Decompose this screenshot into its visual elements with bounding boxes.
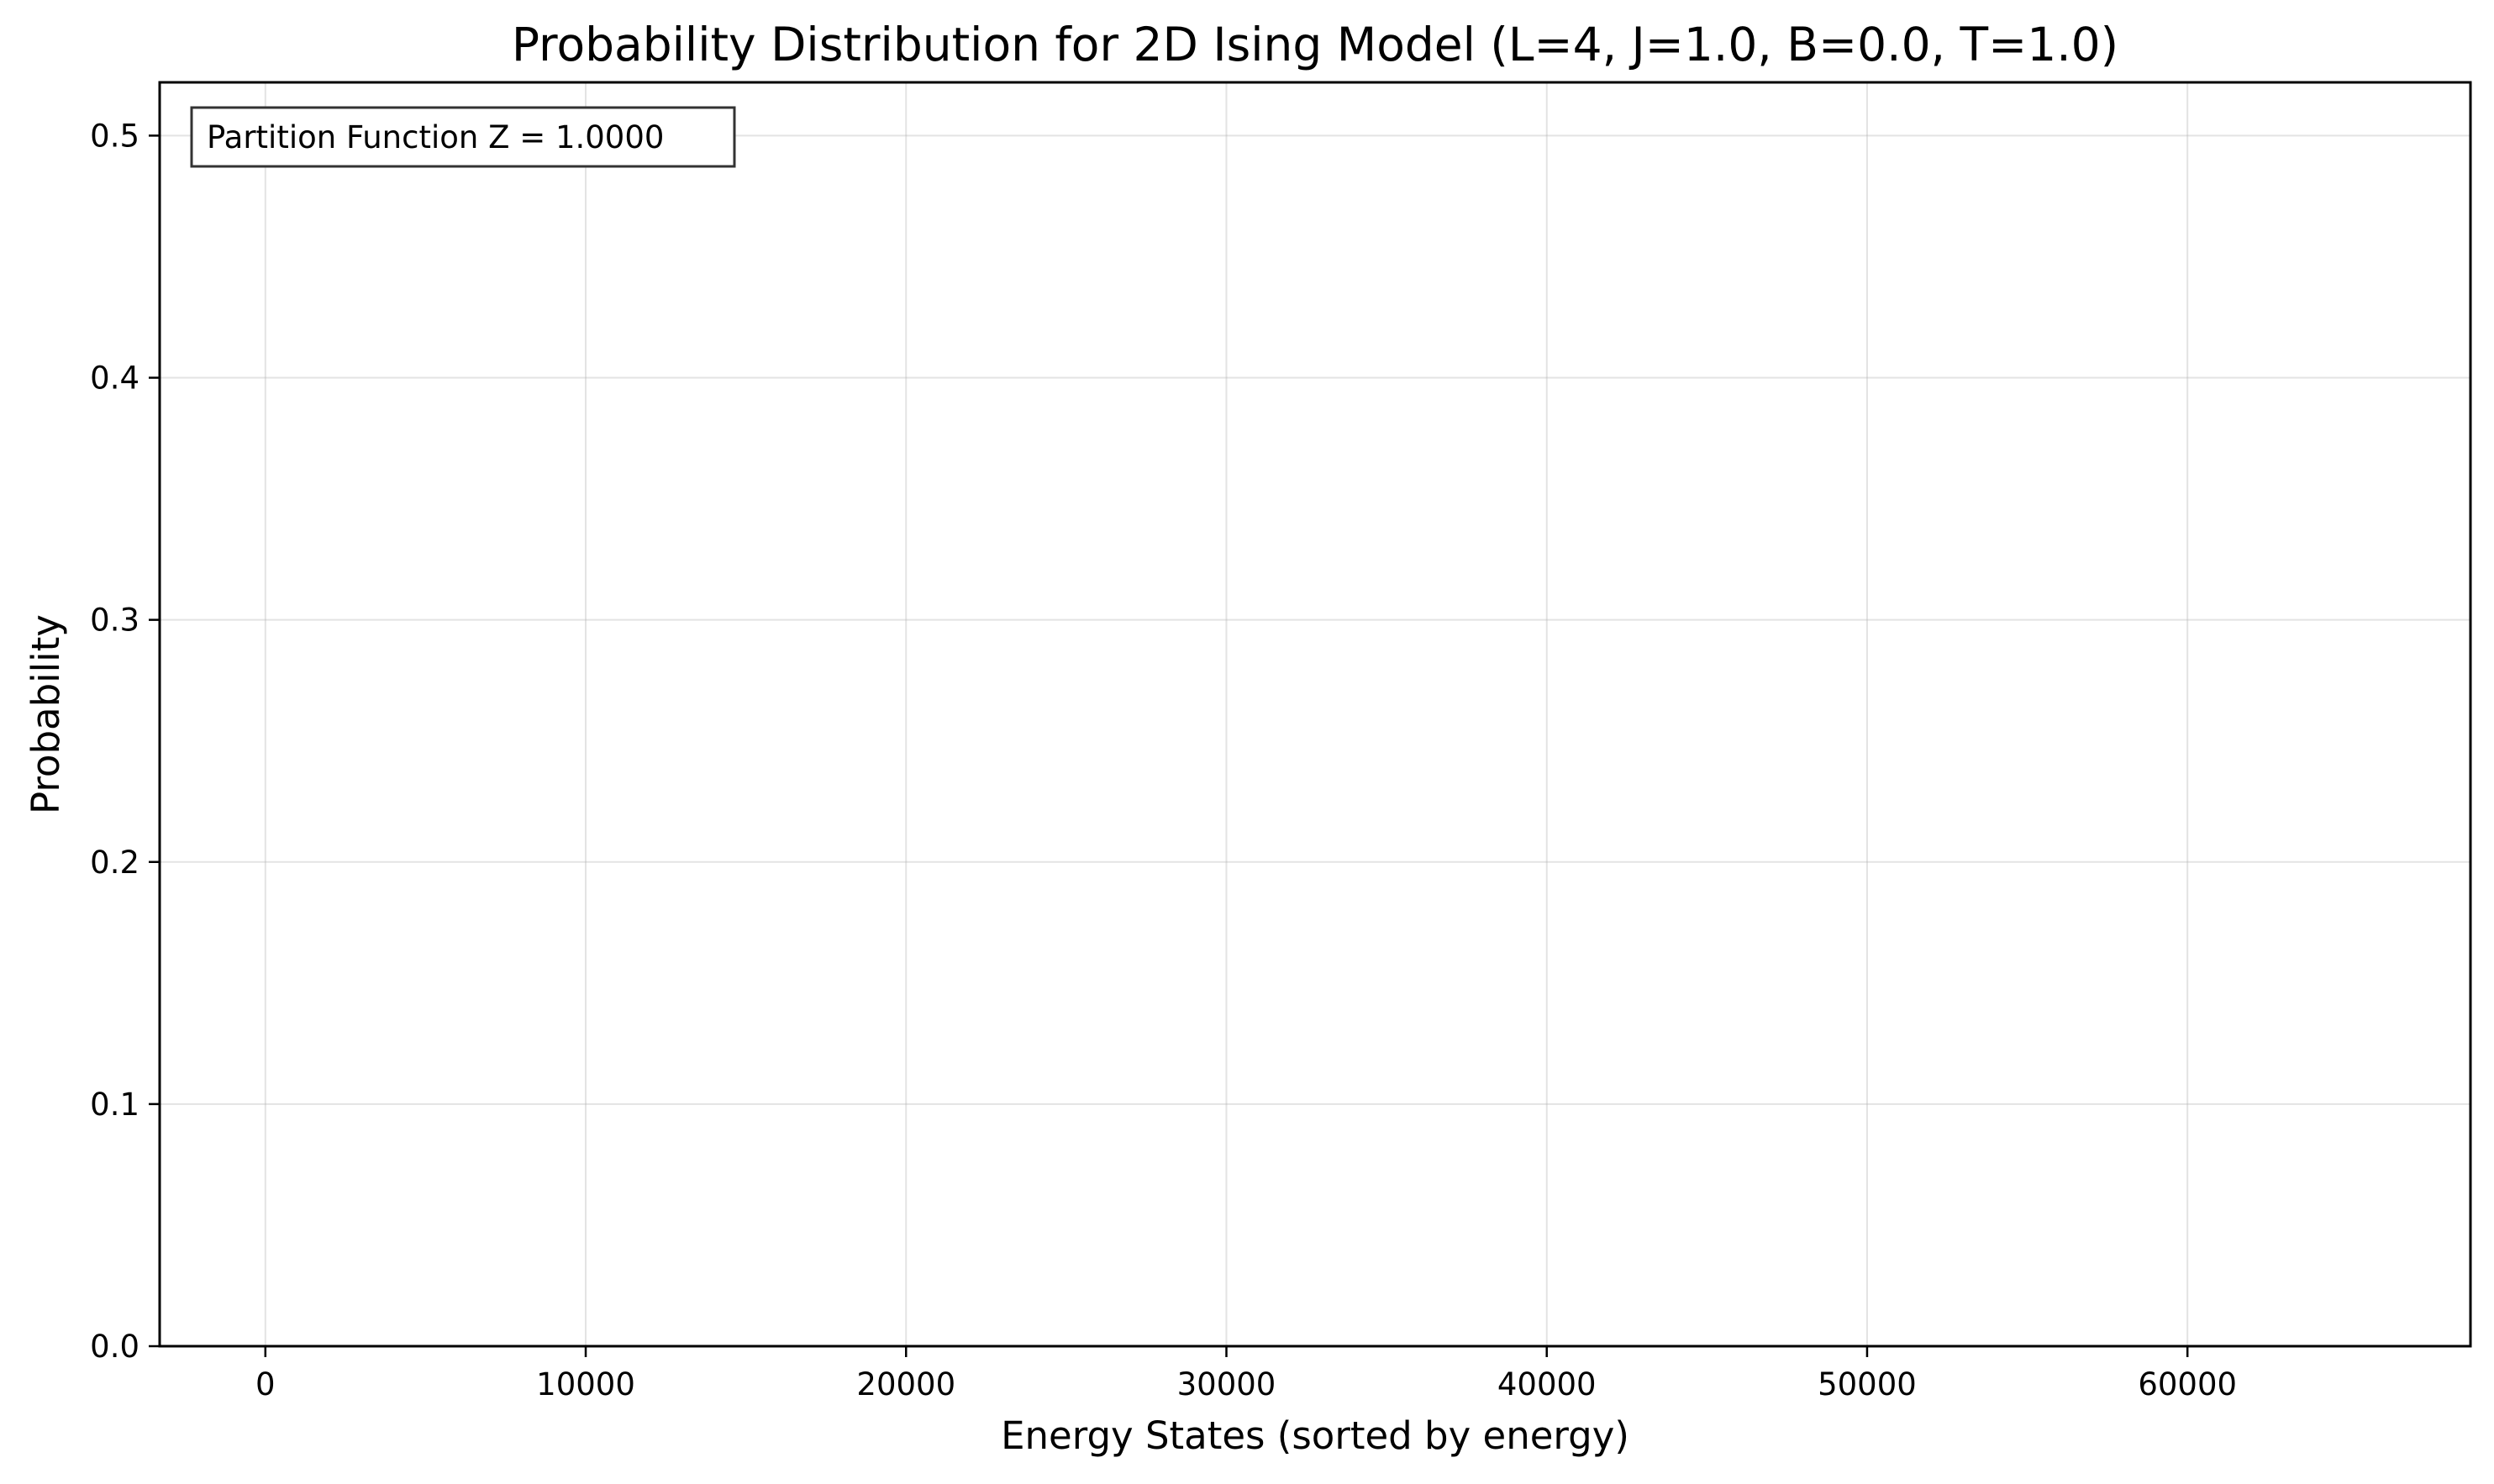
x-axis-label: Energy States (sorted by energy) bbox=[1001, 1413, 1629, 1458]
plot-frame bbox=[158, 81, 2472, 1348]
x-tick-label: 10000 bbox=[536, 1366, 635, 1402]
x-tick-label: 20000 bbox=[856, 1366, 955, 1402]
annotation-border bbox=[190, 106, 736, 168]
chart-title: Probability Distribution for 2D Ising Mo… bbox=[512, 18, 2118, 71]
x-tick-label: 40000 bbox=[1497, 1366, 1597, 1402]
x-tick-label: 60000 bbox=[2138, 1366, 2237, 1402]
y-tick-label: 0.4 bbox=[90, 360, 139, 397]
x-tick-label: 0 bbox=[255, 1366, 276, 1402]
axis-ticks: 0 10000 20000 30000 40000 50000 60000 0.0 0.1 0.2… bbox=[90, 118, 2237, 1402]
y-axis-label: Probability bbox=[24, 614, 68, 814]
annotation-text: Partition Function Z = 1.0000 bbox=[207, 119, 664, 155]
grid bbox=[160, 82, 2470, 1347]
y-tick-label: 0.2 bbox=[90, 845, 139, 881]
x-tick-label: 30000 bbox=[1177, 1366, 1276, 1402]
x-tick-label: 50000 bbox=[1818, 1366, 1917, 1402]
y-tick-label: 0.1 bbox=[90, 1087, 139, 1123]
annotation-box: Partition Function Z = 1.0000 bbox=[190, 106, 736, 168]
y-tick-label: 0.5 bbox=[90, 118, 139, 154]
y-tick-label: 0.3 bbox=[90, 603, 139, 639]
y-tick-label: 0.0 bbox=[90, 1329, 139, 1365]
